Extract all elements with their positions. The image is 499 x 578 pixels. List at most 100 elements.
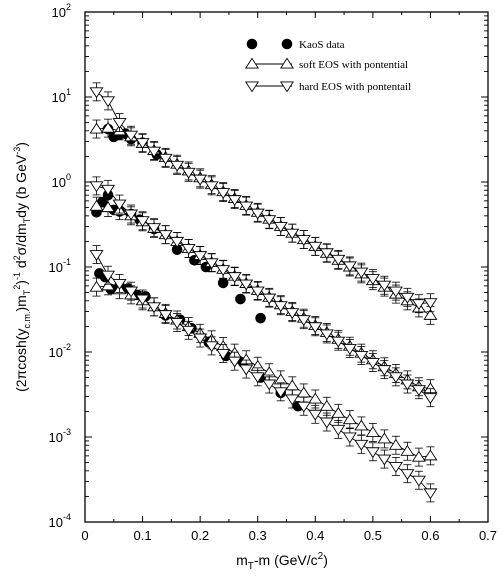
data-point: [181, 325, 196, 337]
data-point: [273, 387, 288, 399]
data-point: [158, 230, 173, 242]
ylabel-u3: 2: [12, 255, 22, 260]
data-point: [170, 236, 185, 248]
data-point: [365, 274, 380, 286]
data-point: [135, 294, 150, 306]
data-point: [423, 393, 438, 405]
x-axis-label-sup: 2: [318, 551, 324, 562]
data-point: [239, 279, 254, 291]
series-line: [96, 285, 431, 458]
data-point: [181, 244, 196, 255]
ylabel-u1: 2: [12, 285, 22, 290]
series-group2-triangle-down: [89, 176, 438, 408]
data-point: [216, 265, 231, 277]
data-point: [296, 235, 311, 247]
legend-marker: [279, 81, 295, 93]
data-point: [423, 308, 438, 320]
data-point: [400, 444, 415, 456]
data-point: [308, 409, 323, 421]
data-point: [227, 356, 242, 368]
data-point: [89, 87, 104, 99]
ylabel-p6: dy (b GeV: [13, 154, 29, 218]
data-point: [250, 372, 265, 384]
data-point: [411, 385, 426, 397]
data-point: [296, 401, 311, 413]
x-tick-label: 0.5: [364, 528, 382, 543]
data-point: [217, 277, 229, 289]
ylabel-u4: -3: [12, 147, 22, 155]
data-point: [89, 250, 104, 261]
legend: KaoS data soft EOS with pontential hard EO…: [244, 38, 411, 93]
y-tick-label: 100: [52, 172, 71, 190]
data-point: [400, 292, 415, 304]
y-tick-label: 10-3: [49, 427, 71, 445]
data-point: [273, 301, 288, 313]
x-tick-label: 0.4: [306, 528, 324, 543]
data-point: [331, 336, 346, 348]
y-axis-label: (2πcosh(yc.m.)mT2)-1 d2σ/dmTdy (b GeV-3): [12, 142, 32, 392]
legend-label: soft EOS with pontential: [299, 59, 408, 71]
data-point: [308, 322, 323, 334]
data-point: [319, 248, 334, 260]
data-point: [354, 419, 369, 431]
data-point: [89, 199, 104, 211]
x-tick-label: 0.7: [479, 528, 497, 543]
data-point: [308, 241, 323, 253]
x-axis-label-end: ): [323, 552, 328, 568]
legend-marker: [244, 57, 260, 69]
ylabel-s2: T: [22, 289, 32, 295]
data-point: [170, 160, 185, 172]
data-point: [204, 341, 219, 353]
data-point: [204, 181, 219, 193]
y-tick-label: 10-2: [49, 342, 71, 360]
data-point: [342, 261, 357, 273]
data-point: [331, 424, 346, 436]
data-point: [101, 279, 116, 291]
y-tick-label: 101: [52, 87, 71, 105]
data-point: [89, 181, 104, 193]
data-point: [400, 379, 415, 391]
ylabel-s3: T: [22, 217, 32, 223]
data-point: [365, 358, 380, 370]
data-point: [147, 302, 162, 314]
data-point: [250, 208, 265, 220]
data-point: [285, 308, 300, 320]
data-point: [308, 392, 323, 404]
data-point: [89, 280, 104, 292]
data-point: [285, 394, 300, 406]
series-group1-triangle-down: [89, 82, 438, 314]
series-line: [96, 91, 431, 305]
legend-label: KaoS data: [299, 39, 345, 51]
legend-item: hard EOS with pontentail: [244, 81, 411, 93]
data-point: [181, 167, 196, 179]
data-point: [227, 195, 242, 207]
data-point: [255, 312, 266, 324]
axis-ticks: 0 0.1 0.2 0.3 0.4 0.5 0.6 0.7 10-4 10-3 10-2 10-1 10…: [49, 2, 498, 543]
data-point: [411, 475, 426, 487]
data-point: [112, 278, 127, 290]
data-point: [331, 406, 346, 418]
data-point: [227, 272, 242, 284]
data-point: [285, 379, 300, 391]
data-point: [319, 329, 334, 341]
data-point: [170, 318, 185, 329]
data-point: [216, 188, 231, 200]
data-point: [411, 299, 426, 311]
data-point: [112, 199, 127, 211]
data-point: [101, 270, 116, 282]
legend-marker: [246, 38, 258, 50]
data-point: [377, 432, 392, 444]
x-tick-label: 0.6: [421, 528, 439, 543]
x-axis-label: mT-m (GeV/c2): [236, 551, 328, 572]
data-point: [423, 298, 438, 310]
legend-marker: [281, 38, 293, 50]
data-point: [331, 254, 346, 266]
data-point: [158, 153, 173, 165]
data-point: [101, 184, 116, 196]
data-point: [147, 223, 162, 235]
data-point: [124, 209, 139, 221]
data-point: [250, 286, 265, 298]
series-group3-triangle-down: [89, 245, 438, 503]
ylabel-p5: σ/dm: [13, 223, 29, 255]
ylabel-p1: (2πcosh(y: [13, 329, 29, 392]
